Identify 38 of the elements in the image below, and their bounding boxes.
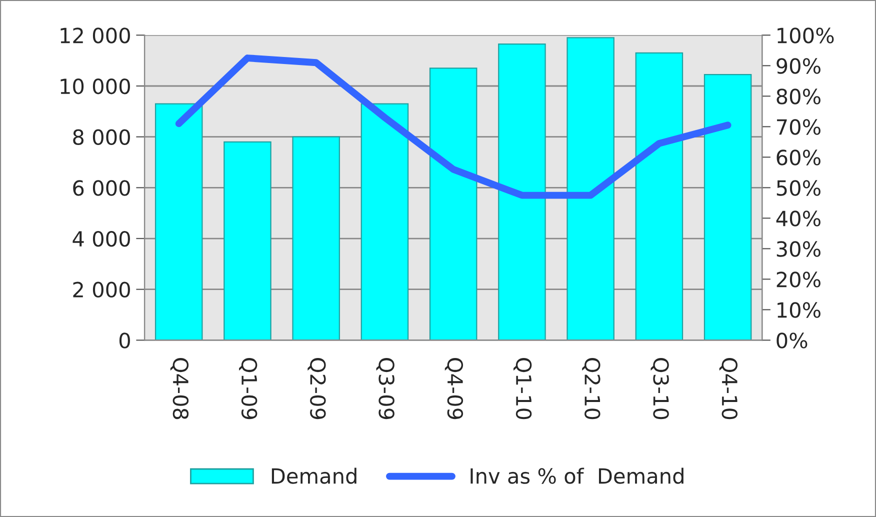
- y-tick-label: 6 000: [73, 180, 130, 196]
- y2-tick-label: 30%: [776, 241, 820, 257]
- y2-tick-label: 80%: [776, 88, 820, 104]
- bar: [566, 37, 614, 340]
- bar: [635, 52, 684, 340]
- y2-tick-label: 0%: [776, 332, 808, 348]
- x-tick-label: Q3-10: [650, 358, 669, 420]
- bar: [704, 74, 752, 340]
- y-tick-label: 2 000: [73, 282, 130, 298]
- y-tick-label: 0: [119, 332, 130, 348]
- y2-tick-label: 90%: [776, 58, 820, 74]
- x-tick-label: Q2-09: [308, 358, 326, 420]
- y2-tick-label: 70%: [777, 119, 820, 135]
- y2-tick-label: 100%: [778, 28, 834, 44]
- x-tick-label: Q3-09: [376, 358, 394, 420]
- y2-tick-label: 10%: [778, 302, 820, 318]
- bar: [224, 141, 272, 340]
- bar: [292, 136, 340, 340]
- x-tick-label: Q1-09: [239, 358, 258, 420]
- bar: [429, 68, 478, 340]
- x-tick-label: Q4-08: [170, 358, 189, 420]
- legend-label: Inv as % of Demand: [470, 468, 684, 484]
- legend-label: Demand: [272, 468, 356, 484]
- y-tick-label: 8 000: [73, 129, 130, 146]
- y2-tick-label: 60%: [776, 150, 820, 166]
- y2-tick-label: 40%: [776, 210, 820, 226]
- y-tick-label: 12 000: [60, 28, 130, 44]
- y-tick-label: 10 000: [60, 78, 130, 94]
- y2-tick-label: 20%: [776, 272, 820, 288]
- x-tick-label: Q4-10: [719, 358, 738, 420]
- bar: [360, 103, 409, 340]
- x-tick-label: Q4-09: [444, 358, 464, 420]
- bar: [154, 103, 203, 340]
- y2-tick-label: 50%: [776, 180, 820, 196]
- x-tick-label: Q2-10: [582, 358, 600, 420]
- x-tick-label: Q1-10: [514, 358, 532, 420]
- y-tick-label: 4 000: [72, 230, 130, 247]
- bar: [498, 44, 546, 340]
